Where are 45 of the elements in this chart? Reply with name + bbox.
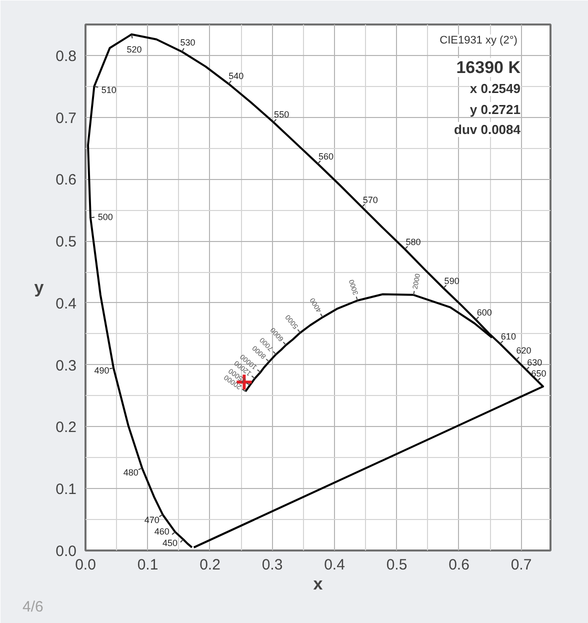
annotation: 550 bbox=[274, 110, 290, 120]
x-tick-label: 0.2 bbox=[200, 556, 220, 574]
annotation: 630 bbox=[527, 358, 542, 368]
annotation: 590 bbox=[444, 276, 460, 286]
annotation: 540 bbox=[228, 70, 244, 81]
annotation: 650 bbox=[531, 368, 546, 379]
annotation: 580 bbox=[406, 236, 421, 247]
x-tick-label: 0.3 bbox=[262, 556, 283, 574]
annotation: 480 bbox=[123, 467, 138, 478]
annotation: 530 bbox=[180, 38, 196, 48]
y-axis-title: y bbox=[34, 278, 44, 297]
x-tick-label: 0.1 bbox=[137, 556, 158, 574]
annotation: 460 bbox=[154, 526, 170, 536]
annotation: 610 bbox=[500, 331, 516, 342]
annotation: 600 bbox=[476, 307, 492, 318]
annotation: 470 bbox=[144, 514, 160, 525]
y-tick-label: 0.3 bbox=[56, 357, 77, 374]
y-tick-label: 0.1 bbox=[56, 481, 77, 498]
annotation: y 0.2721 bbox=[470, 102, 521, 117]
annotation: 620 bbox=[516, 346, 532, 356]
x-tick-label: 0.0 bbox=[75, 556, 96, 574]
annotation: 500 bbox=[98, 212, 113, 222]
text: 4/6 bbox=[22, 598, 44, 616]
y-tick-label: 0.4 bbox=[56, 295, 77, 312]
annotation: 510 bbox=[101, 85, 116, 96]
y-tick-label: 0.8 bbox=[56, 48, 77, 65]
annotation: 490 bbox=[94, 366, 110, 376]
y-tick-label: 0.5 bbox=[56, 234, 77, 251]
annotation: x 0.2549 bbox=[470, 81, 521, 96]
y-tick-label: 0.0 bbox=[56, 543, 77, 560]
annotation: 570 bbox=[362, 194, 378, 205]
x-tick-label: 0.4 bbox=[324, 556, 345, 574]
annotation: 16390 K bbox=[456, 58, 522, 77]
x-tick-label: 0.5 bbox=[386, 556, 408, 574]
y-tick-label: 0.6 bbox=[56, 172, 77, 189]
annotation: 450 bbox=[162, 538, 178, 548]
x-tick-label: 0.6 bbox=[448, 556, 470, 574]
y-tick-label: 0.2 bbox=[56, 419, 77, 436]
annotation: CIE1931 xy (2°) bbox=[440, 34, 518, 46]
annotation: 520 bbox=[126, 44, 142, 55]
y-tick-label: 0.7 bbox=[56, 110, 77, 127]
annotation: duv 0.0084 bbox=[454, 122, 522, 137]
x-axis-title: x bbox=[313, 574, 324, 594]
annotation: 560 bbox=[318, 151, 334, 162]
x-tick-label: 0.7 bbox=[510, 556, 532, 574]
